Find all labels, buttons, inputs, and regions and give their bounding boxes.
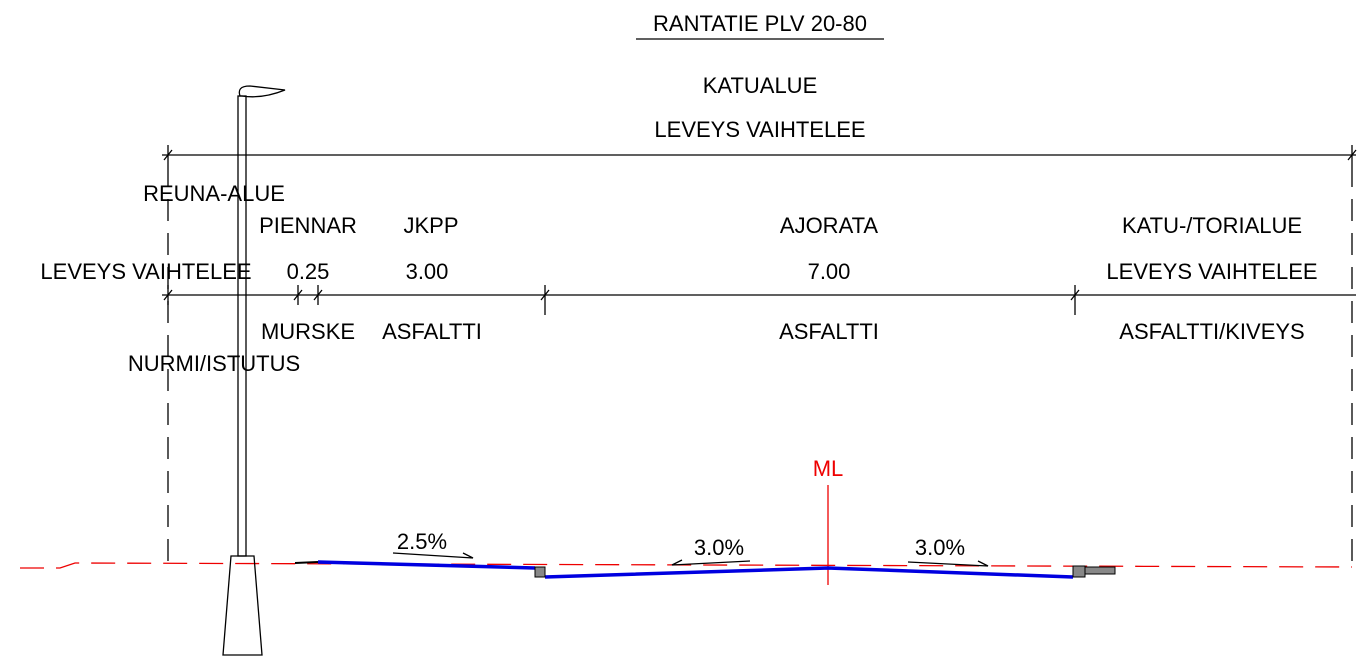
surface-line (544, 566, 1074, 579)
slope-arrow (907, 560, 989, 567)
light-pole (237, 95, 247, 557)
dimension-tick (313, 289, 323, 301)
dimension-tick (540, 289, 550, 301)
dimension-tick (163, 149, 173, 161)
overall-name: KATUALUE (703, 73, 818, 98)
centerline-label: ML (813, 456, 844, 481)
dimension-ticks (163, 285, 1080, 315)
slope-arrow (671, 559, 751, 566)
overall-width: LEVEYS VAIHTELEE (654, 117, 865, 142)
section-material: ASFALTTI/KIVEYS (1119, 319, 1304, 344)
section-material: ASFALTTI (382, 319, 482, 344)
section-material: ASFALTTI (779, 319, 879, 344)
title: RANTATIE PLV 20-80 (653, 11, 867, 36)
curb (1072, 565, 1086, 578)
curb (534, 566, 546, 578)
slope-label: 3.0% (915, 535, 965, 560)
slope-label: 3.0% (694, 535, 744, 560)
section-width: 7.00 (808, 259, 851, 284)
section-material: NURMI/ISTUTUS (128, 351, 300, 376)
section-name: PIENNAR (259, 213, 357, 238)
section-name: KATU-/TORIALUE (1122, 213, 1302, 238)
section-width: 0.25 (287, 259, 330, 284)
section-width: 3.00 (406, 259, 449, 284)
luminaire (238, 85, 286, 98)
section-material: MURSKE (261, 319, 355, 344)
slope-arrow (392, 552, 474, 559)
dimension-tick (1070, 289, 1080, 301)
pole-base (222, 555, 263, 656)
slope-label: 2.5% (397, 529, 447, 554)
section-width: LEVEYS VAIHTELEE (40, 259, 251, 284)
section-name: JKPP (403, 213, 458, 238)
section-name: REUNA-ALUE (143, 181, 285, 206)
section-width: LEVEYS VAIHTELEE (1106, 259, 1317, 284)
surface-line (317, 560, 536, 570)
dimension-tick (293, 289, 303, 301)
ground-line (20, 562, 1353, 569)
dimension-tick (163, 289, 173, 301)
dimension-tick (1347, 149, 1357, 161)
section-name: AJORATA (780, 213, 879, 238)
shoulder (294, 561, 319, 564)
paving-stones (1084, 566, 1116, 575)
